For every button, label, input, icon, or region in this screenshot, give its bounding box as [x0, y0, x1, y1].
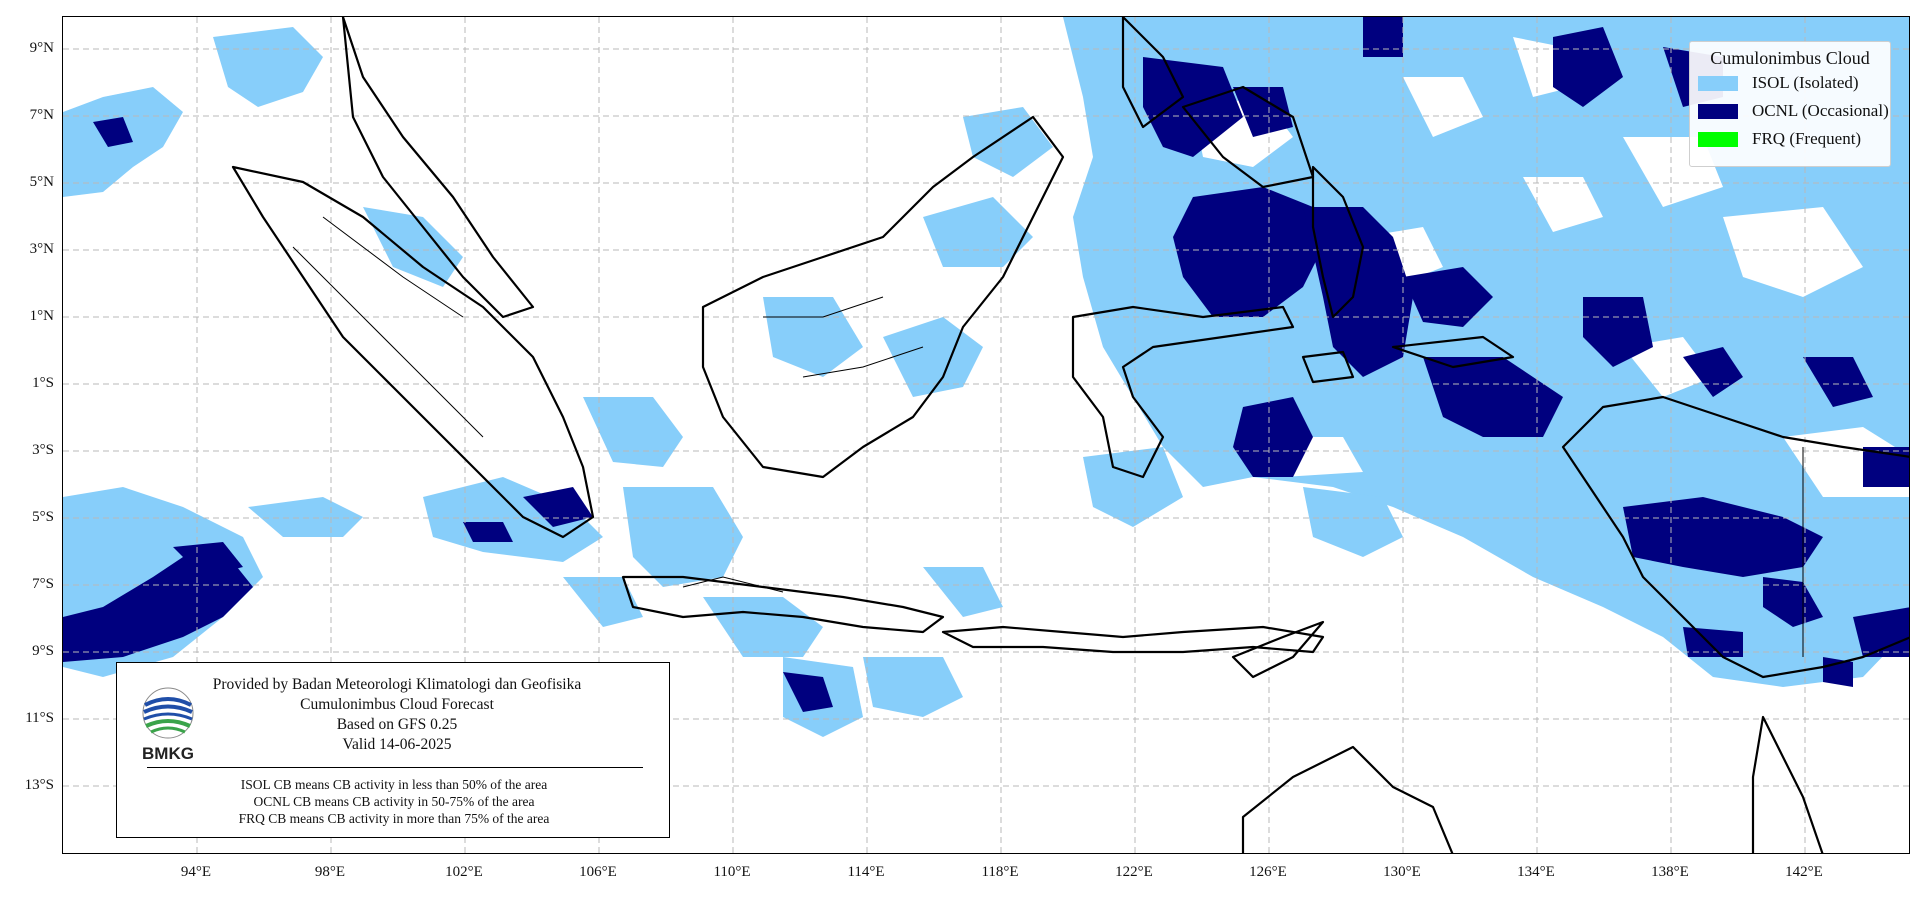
info-box: BMKG Provided by Badan Meteorologi Klima… [116, 662, 670, 838]
legend-item-ocnl: OCNL (Occasional) [1698, 97, 1890, 125]
lon-label-94e: 94°E [180, 864, 212, 880]
province-borders [292, 216, 1804, 657]
valid-date-line: Valid 14-06-2025 [342, 736, 452, 753]
lon-label-98e: 98°E [314, 864, 346, 880]
philippines-coast [1121, 17, 1185, 129]
lon-label-118e: 118°E [981, 864, 1019, 880]
note-isol: ISOL CB means CB activity in less than 5… [240, 777, 548, 792]
provider-line: Provided by Badan Meteorologi Klimatolog… [212, 676, 582, 693]
forecast-title-line: Cumulonimbus Cloud Forecast [300, 696, 494, 713]
lon-label-106e: 106°E [579, 864, 617, 880]
lon-label-134e: 134°E [1517, 864, 1555, 880]
bmkg-logo: BMKG [139, 685, 197, 765]
legend-label-isol: ISOL (Isolated) [1752, 73, 1859, 92]
bmkg-logo-icon: BMKG [142, 687, 194, 763]
buru-coast [1301, 350, 1355, 384]
legend-item-isol: ISOL (Isolated) [1698, 69, 1890, 97]
lon-label-122e: 122°E [1115, 864, 1153, 880]
legend-label-frq: FRQ (Frequent) [1752, 129, 1862, 148]
sulawesi-coast [1071, 305, 1295, 479]
note-ocnl: OCNL CB means CB activity in 50-75% of t… [253, 794, 535, 809]
halmahera-coast [1311, 165, 1365, 319]
timor-coast [1231, 620, 1325, 679]
lon-label-102e: 102°E [445, 864, 483, 880]
lon-label-138e: 138°E [1651, 864, 1689, 880]
lat-label-13s: 13°S [24, 777, 54, 793]
note-frq: FRQ CB means CB activity in more than 75… [238, 811, 550, 826]
lon-label-110e: 110°E [713, 864, 751, 880]
model-line: Based on GFS 0.25 [336, 716, 458, 733]
coastlines [231, 17, 1909, 853]
malay-peninsula-coast [341, 17, 535, 319]
lat-label-7n: 7°N [29, 107, 54, 123]
lat-label-1n: 1°N [29, 308, 54, 324]
seram-coast [1391, 335, 1515, 369]
mindanao-coast [1181, 85, 1315, 189]
info-divider [147, 767, 643, 768]
legend-label-ocnl: OCNL (Occasional) [1752, 101, 1889, 120]
australia-coast [1241, 745, 1454, 853]
info-notes: ISOL CB means CB activity in less than 5… [117, 776, 671, 827]
lat-label-9n: 9°N [29, 40, 54, 56]
info-text: Provided by Badan Meteorologi Klimatolog… [177, 675, 617, 755]
legend-title: Cumulonimbus Cloud [1710, 48, 1870, 68]
graticule [63, 17, 1909, 853]
isol-swatch [1698, 75, 1738, 91]
lat-label-1s: 1°S [32, 375, 54, 391]
lat-label-7s: 7°S [32, 576, 54, 592]
ocnl-swatch [1698, 103, 1738, 119]
legend-item-frq: FRQ (Frequent) [1698, 125, 1890, 153]
lat-label-3s: 3°S [32, 442, 54, 458]
lat-label-5n: 5°N [29, 174, 54, 190]
sumatra-coast [231, 165, 595, 539]
borneo-coast [701, 115, 1065, 479]
logo-text: BMKG [142, 744, 194, 763]
frq-swatch [1698, 131, 1738, 147]
lon-label-114e: 114°E [847, 864, 885, 880]
lat-label-9s: 9°S [32, 643, 54, 659]
lat-label-3n: 3°N [29, 241, 54, 257]
lat-label-11s: 11°S [25, 710, 54, 726]
lon-label-130e: 130°E [1383, 864, 1421, 880]
legend: Cumulonimbus Cloud ISOL (Isolated) OCNL … [1689, 41, 1891, 167]
lat-label-5s: 5°S [32, 509, 54, 525]
lon-label-142e: 142°E [1785, 864, 1823, 880]
map-area[interactable]: Cumulonimbus Cloud ISOL (Isolated) OCNL … [62, 16, 1910, 854]
lon-label-126e: 126°E [1249, 864, 1287, 880]
cape-york-coast [1751, 715, 1824, 853]
papua-coast [1561, 395, 1909, 679]
lesser-sunda-coast [941, 625, 1325, 654]
